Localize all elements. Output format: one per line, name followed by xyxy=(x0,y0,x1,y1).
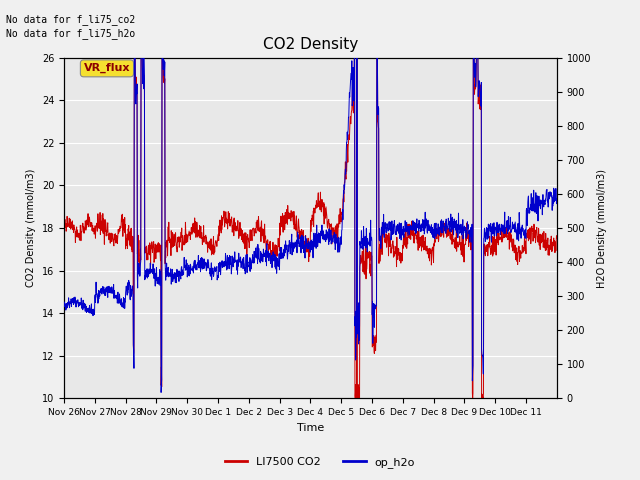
X-axis label: Time: Time xyxy=(297,423,324,432)
Text: No data for f_li75_h2o: No data for f_li75_h2o xyxy=(6,28,136,39)
Y-axis label: CO2 Density (mmol/m3): CO2 Density (mmol/m3) xyxy=(26,169,36,287)
Text: VR_flux: VR_flux xyxy=(84,63,130,73)
Text: No data for f_li75_co2: No data for f_li75_co2 xyxy=(6,13,136,24)
Y-axis label: H2O Density (mmol/m3): H2O Density (mmol/m3) xyxy=(596,168,607,288)
Legend: LI7500 CO2, op_h2o: LI7500 CO2, op_h2o xyxy=(221,452,419,472)
Title: CO2 Density: CO2 Density xyxy=(263,37,358,52)
